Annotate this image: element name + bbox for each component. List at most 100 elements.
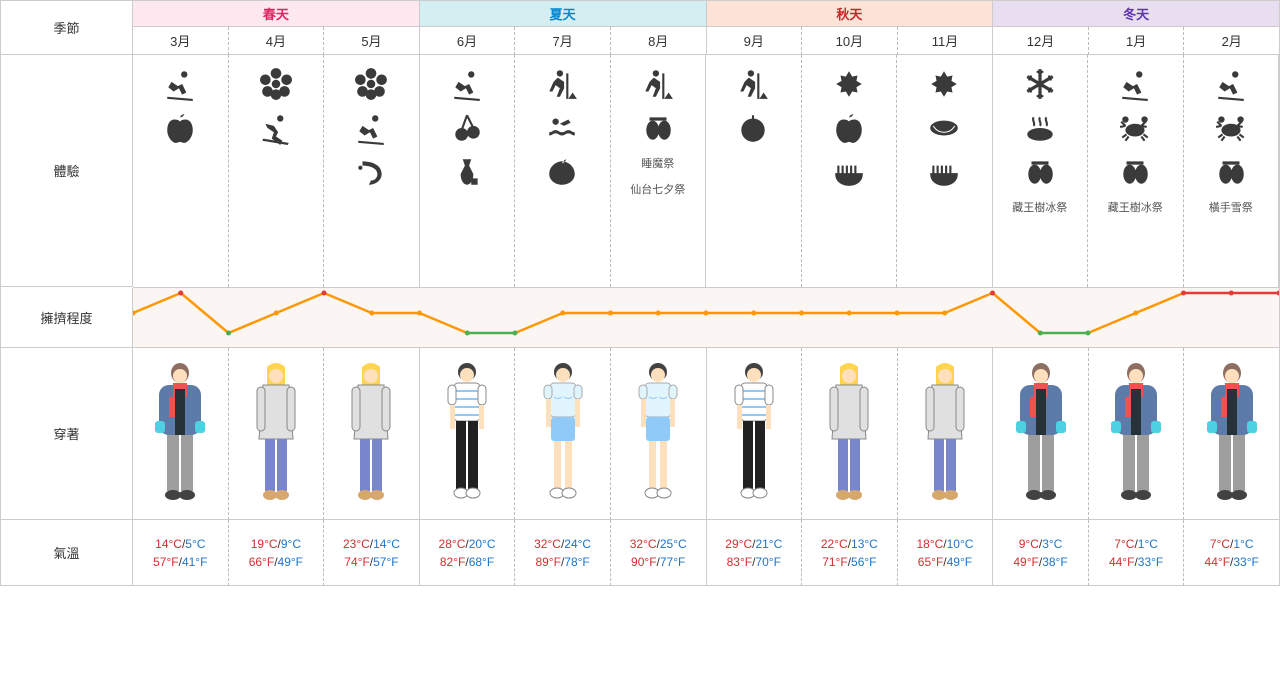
apple-icon [163, 111, 197, 145]
clothing-cell [993, 348, 1089, 520]
temp-low-f: 33°F [1233, 555, 1258, 569]
clothing-cell [515, 348, 611, 520]
temp-high-c: 14°C [155, 537, 182, 551]
ski-icon [1118, 67, 1152, 101]
flower-icon [259, 67, 293, 101]
month-header: 3月 [133, 27, 229, 55]
temp-low-c: 3°C [1042, 537, 1062, 551]
lantern-icon [1023, 155, 1057, 189]
person-figure [1008, 361, 1074, 511]
shrimp-icon [354, 155, 388, 189]
clothing-cell [324, 348, 420, 520]
temp-high-f: 57°F [153, 555, 178, 569]
row-label-experience: 體驗 [1, 55, 133, 287]
clothing-cell [898, 348, 994, 520]
oyster-icon [927, 111, 961, 145]
leaf-icon [832, 67, 866, 101]
temp-high-c: 22°C [821, 537, 848, 551]
temp-low-f: 49°F [947, 555, 972, 569]
temp-high-f: 74°F [344, 555, 369, 569]
temp-low-f: 68°F [469, 555, 494, 569]
temperature-cell: 29°C/21°C83°F/70°F [707, 520, 803, 586]
person-figure [816, 361, 882, 511]
temp-low-c: 20°C [469, 537, 496, 551]
temp-high-f: 82°F [440, 555, 465, 569]
month-header: 9月 [707, 27, 803, 55]
month-header: 4月 [229, 27, 325, 55]
row-label-crowd: 擁擠程度 [1, 288, 133, 348]
temp-low-c: 14°C [373, 537, 400, 551]
person-figure [434, 361, 500, 511]
lantern-icon [1118, 155, 1152, 189]
temp-low-f: 70°F [755, 555, 780, 569]
temp-high-c: 32°C [534, 537, 561, 551]
month-header: 1月 [1089, 27, 1185, 55]
person-figure [338, 361, 404, 511]
month-header: 8月 [611, 27, 707, 55]
clothing-cell [420, 348, 516, 520]
peach-icon [545, 155, 579, 189]
experience-cell [897, 55, 993, 287]
snow-icon [1023, 67, 1057, 101]
temperature-cell: 28°C/20°C82°F/68°F [420, 520, 516, 586]
leaf-icon [927, 67, 961, 101]
experience-cell [802, 55, 898, 287]
lantern-icon [641, 111, 675, 145]
temp-low-c: 24°C [564, 537, 591, 551]
onsen-icon [1023, 111, 1057, 145]
temperature-cell: 14°C/5°C57°F/41°F [133, 520, 229, 586]
temp-low-c: 21°C [755, 537, 782, 551]
experience-cell: 睡魔祭仙台七夕祭 [611, 55, 707, 287]
experience-cell: 藏王樹冰祭 [993, 55, 1089, 287]
clothing-cell [133, 348, 229, 520]
season-header: 秋天 [707, 1, 994, 27]
temp-low-c: 5°C [185, 537, 205, 551]
season-header: 夏天 [420, 1, 707, 27]
temp-high-f: 83°F [727, 555, 752, 569]
experience-label: 橫手雪祭 [1209, 199, 1253, 215]
temperature-cell: 7°C/1°C44°F/33°F [1184, 520, 1280, 586]
row-label-season: 季節 [1, 1, 133, 55]
temp-low-c: 10°C [947, 537, 974, 551]
row-label-clothing: 穿著 [1, 348, 133, 520]
temp-high-c: 7°C [1210, 537, 1230, 551]
experience-cell [133, 55, 229, 287]
temperature-cell: 19°C/9°C66°F/49°F [229, 520, 325, 586]
temperature-cell: 32°C/24°C89°F/78°F [515, 520, 611, 586]
apple-icon [832, 111, 866, 145]
noodle-icon [927, 155, 961, 189]
clothing-cell [229, 348, 325, 520]
experience-label: 睡魔祭 [641, 155, 674, 171]
ski-icon [1214, 67, 1248, 101]
temp-low-f: 33°F [1138, 555, 1163, 569]
experience-cell: 橫手雪祭 [1184, 55, 1280, 287]
clothing-cell [1184, 348, 1280, 520]
month-header: 7月 [515, 27, 611, 55]
swim-icon [545, 111, 579, 145]
clothing-cell [707, 348, 803, 520]
temp-low-f: 77°F [660, 555, 685, 569]
season-header: 春天 [133, 1, 420, 27]
clothing-cell [611, 348, 707, 520]
temp-high-c: 7°C [1114, 537, 1134, 551]
temp-high-c: 29°C [725, 537, 752, 551]
season-header: 冬天 [993, 1, 1280, 27]
temperature-cell: 18°C/10°C65°F/49°F [898, 520, 994, 586]
temperature-cell: 22°C/13°C71°F/56°F [802, 520, 898, 586]
experience-label: 藏王樹冰祭 [1012, 199, 1067, 215]
temp-low-c: 9°C [281, 537, 301, 551]
temp-high-f: 49°F [1013, 555, 1038, 569]
hike-icon [545, 67, 579, 101]
temperature-cell: 7°C/1°C44°F/33°F [1089, 520, 1185, 586]
row-label-temperature: 氣溫 [1, 520, 133, 586]
person-figure [721, 361, 787, 511]
lantern-icon [1214, 155, 1248, 189]
person-figure [243, 361, 309, 511]
noodle-icon [832, 155, 866, 189]
temp-low-f: 38°F [1042, 555, 1067, 569]
temp-high-c: 18°C [916, 537, 943, 551]
crab-icon [1118, 111, 1152, 145]
hike-icon [641, 67, 675, 101]
ski-icon [450, 67, 484, 101]
temp-high-c: 28°C [439, 537, 466, 551]
